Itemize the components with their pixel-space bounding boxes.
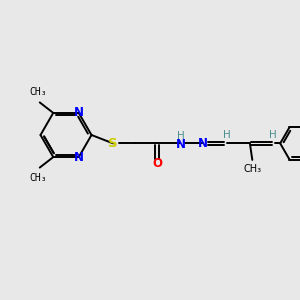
Text: CH₃: CH₃ [243,164,261,174]
Text: N: N [74,151,84,164]
Text: H: H [177,131,185,141]
Text: N: N [74,106,84,119]
Text: O: O [152,157,162,170]
Text: CH₃: CH₃ [29,173,47,183]
Text: N: N [176,137,186,151]
Text: H: H [269,130,277,140]
Text: N: N [198,137,208,150]
Text: S: S [108,137,118,150]
Text: H: H [223,130,230,140]
Text: CH₃: CH₃ [29,87,47,97]
